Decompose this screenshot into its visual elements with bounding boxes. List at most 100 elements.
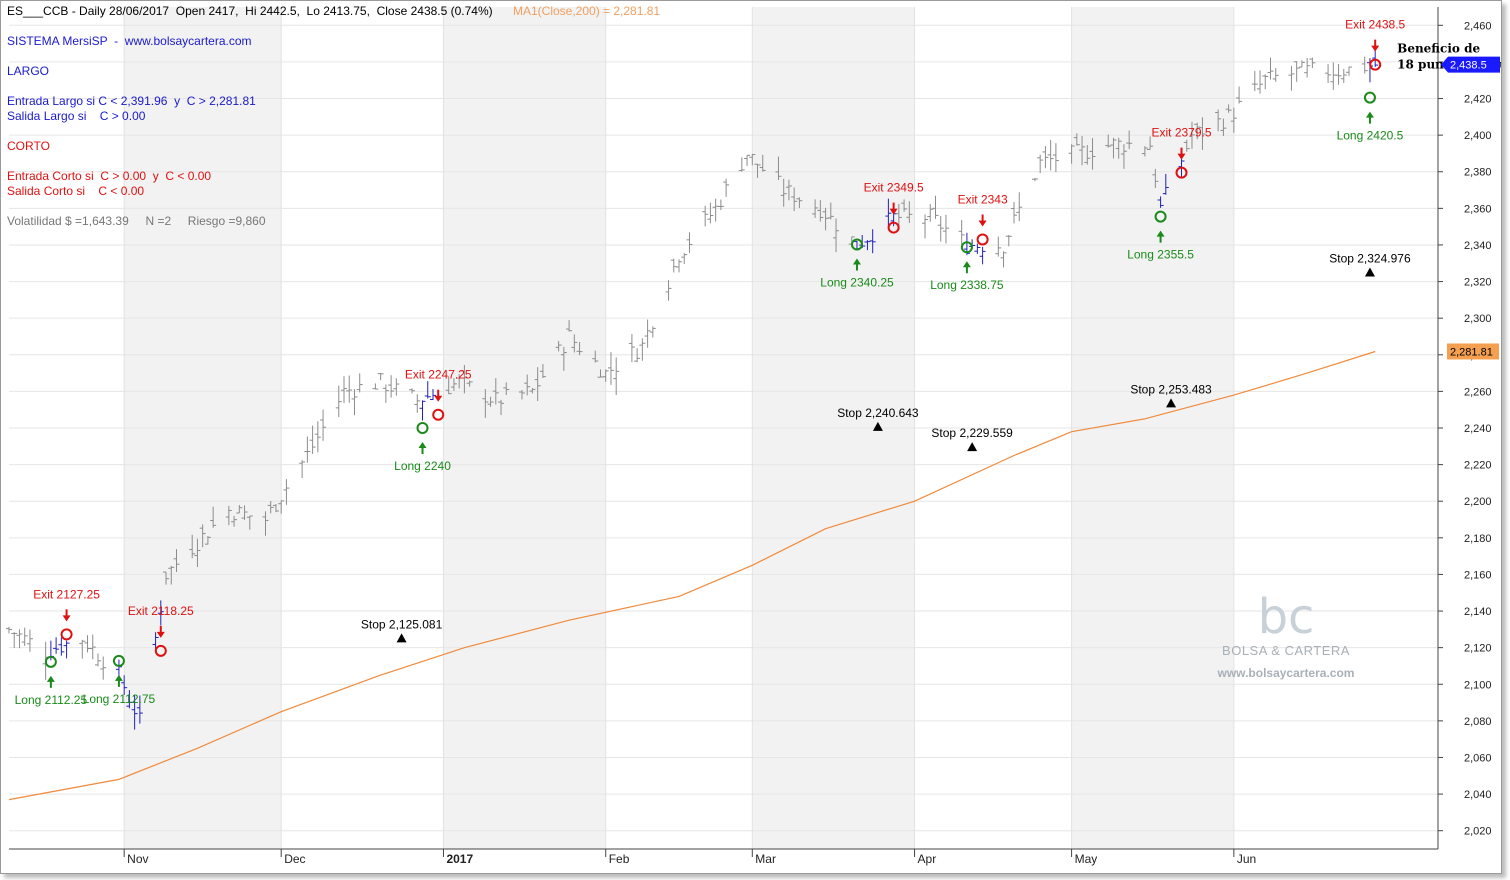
exit-arrow-icon [434,389,443,402]
y-tick-label: 2,300 [1464,313,1492,325]
note-line-1: Beneficio de [1397,42,1480,56]
ohlc-bar [414,394,421,413]
ohlc-bar [1016,192,1023,222]
ohlc-bar [163,571,170,585]
exit-label: Exit 2118.25 [128,604,194,618]
ohlc-bar [482,389,489,418]
ohlc-bar [759,154,766,172]
ohlc-bar [189,534,196,559]
ohlc-bar [1267,57,1274,80]
exit-marker [976,233,989,246]
ohlc-bar [377,373,384,381]
ohlc-bar [272,504,279,513]
ohlc-bar [1073,133,1080,146]
ohlc-bar [1272,68,1279,82]
exit-label: Exit 2127.25 [33,587,100,601]
ohlc-bar [534,367,541,402]
last-price-badge [1441,56,1500,73]
ohlc-bar [702,205,709,227]
ohlc-bar [602,369,609,382]
ohlc-bar [1194,122,1201,140]
corto-header: CORTO [7,139,50,153]
ohlc-bar [1230,107,1237,133]
exit-marker [432,408,445,421]
ohlc-bar [529,387,536,394]
x-tick-label: Apr [918,852,937,866]
stop-triangle-icon [1166,398,1177,408]
entry-marker [44,655,57,668]
ohlc-bar [566,320,573,332]
ohlc-bar [210,506,217,528]
ohlc-bar [1304,57,1311,78]
ohlc-bar [450,378,457,391]
ohlc-bar [1042,146,1049,169]
entry-arrow-icon [962,261,971,274]
entry-arrow-icon [1365,111,1374,124]
entry-arrow-icon [418,442,427,454]
ohlc-bar [927,204,934,222]
stop-triangle-icon [872,421,883,431]
stop-triangle-icon [396,633,407,643]
ohlc-bar [791,187,798,212]
ohlc-bar [1110,137,1117,159]
entry-marker [1154,210,1167,223]
ohlc-bar [560,346,567,371]
x-tick-label: Nov [127,852,148,866]
stop-label: Stop 2,253.483 [1130,382,1212,396]
ohlc-bar [885,198,892,228]
exit-arrow-icon [1177,147,1186,160]
ohlc-bar [518,389,525,400]
ohlc-bar [1225,104,1232,113]
ohlc-bar [665,280,672,301]
ohlc-bar [901,199,908,212]
ohlc-bar [1293,61,1300,82]
ohlc-bar [1361,56,1368,74]
ma-badge-label: 2,281.81 [1450,346,1493,358]
x-tick-label: Dec [284,852,305,866]
x-tick-label: Feb [609,852,630,866]
ohlc-bar [503,382,510,396]
exit-label: Exit 2343 [958,192,1008,206]
y-tick-label: 2,260 [1464,386,1492,398]
ohlc-bar [1215,109,1222,132]
ohlc-bar [1188,121,1195,149]
ohlc-bar [1000,251,1007,268]
ohlc-bar [11,632,18,649]
volatility-info: Volatilidad $ =1,643.39 N =2 Riesgo =9,8… [7,214,266,228]
ohlc-bar [644,319,651,348]
ohlc-bar [372,383,379,390]
entrada-largo-rule: Entrada Largo si C < 2,391.96 y C > 2,28… [7,94,256,108]
y-tick-label: 2,240 [1464,423,1492,435]
ohlc-bar [267,500,274,514]
entry-label: Long 2338.75 [930,278,1004,292]
entry-label: Long 2355.5 [1127,248,1194,262]
ohlc-bar [241,505,248,520]
watermark-logo: bc [1257,589,1315,645]
ohlc-bar [833,218,840,253]
watermark-url: www.bolsaycartera.com [1217,666,1355,680]
entry-arrow-icon [46,675,55,688]
ohlc-bar [1037,154,1044,174]
entry-marker [416,422,429,434]
ohlc-bar [94,653,101,667]
ohlc-bar [1220,118,1227,137]
entry-label: Long 2340.25 [820,275,894,289]
ohlc-bar [1340,68,1347,83]
ohlc-bar [320,409,327,441]
ohlc-bar [1162,173,1169,195]
ohlc-bar [1288,66,1295,91]
ohlc-bar [1157,196,1164,208]
exit-marker [154,644,167,657]
ohlc-bar [942,214,949,244]
ohlc-bar [712,198,719,222]
ohlc-bar [1257,70,1264,94]
x-tick-label: Jun [1237,852,1256,866]
ohlc-bar [157,600,164,626]
ma200-line [8,350,1376,801]
stop-label: Stop 2,324.976 [1329,251,1411,265]
ohlc-bar [639,338,646,361]
ohlc-bar [995,236,1002,257]
y-tick-label: 2,160 [1464,569,1492,581]
